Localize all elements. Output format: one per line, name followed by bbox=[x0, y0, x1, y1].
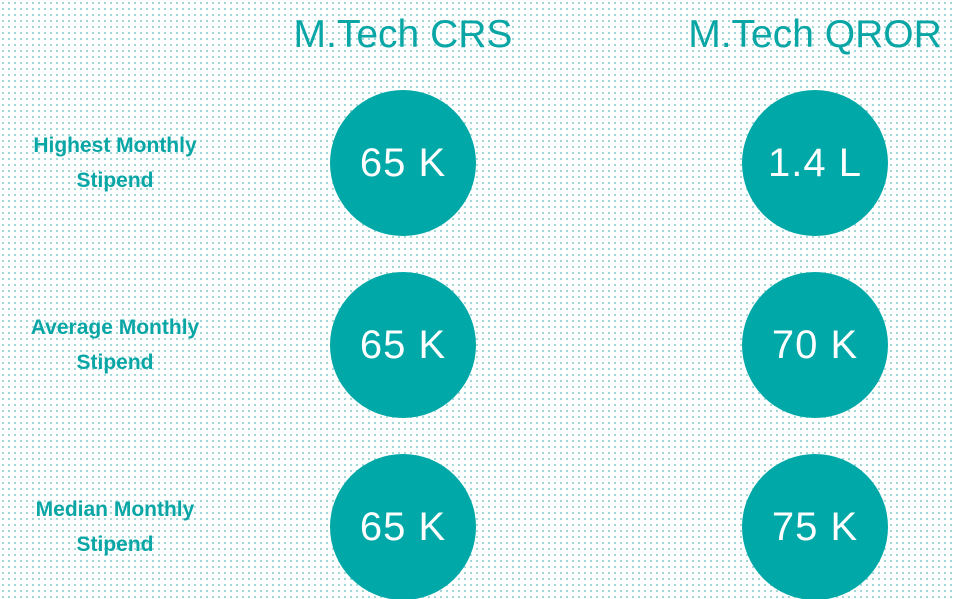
column-header: M.Tech CRS bbox=[293, 13, 513, 56]
column-header: M.Tech QROR bbox=[688, 13, 942, 56]
value-circle: 75 K bbox=[742, 454, 888, 599]
row-label: Highest Monthly Stipend bbox=[33, 134, 197, 192]
value-circle: 65 K bbox=[330, 454, 476, 599]
value-circle: 1.4 L bbox=[742, 90, 888, 236]
row-label: Average Monthly Stipend bbox=[30, 316, 200, 374]
value-circle: 65 K bbox=[330, 90, 476, 236]
value-circle: 65 K bbox=[330, 272, 476, 418]
value-circle: 70 K bbox=[742, 272, 888, 418]
row-label: Median Monthly Stipend bbox=[35, 498, 195, 556]
